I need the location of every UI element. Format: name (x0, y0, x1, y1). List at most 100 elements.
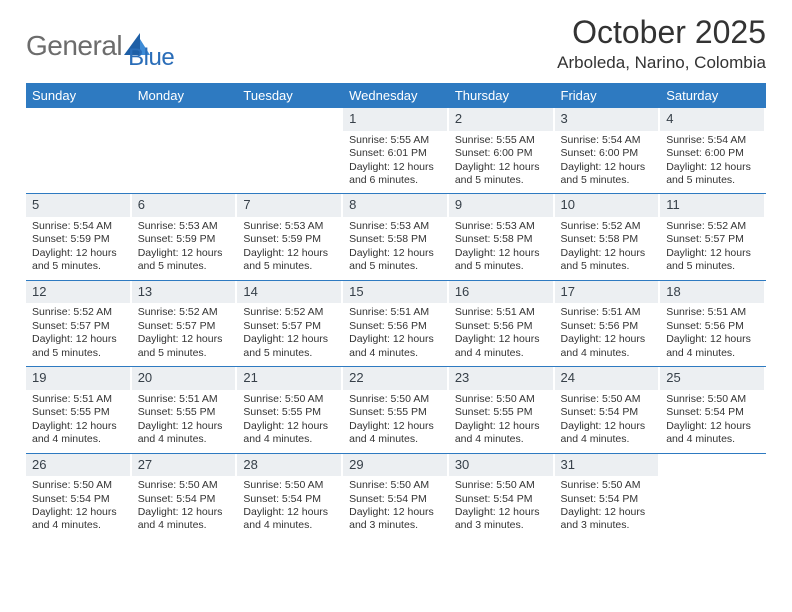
calendar-cell: 14Sunrise: 5:52 AMSunset: 5:57 PMDayligh… (237, 280, 343, 366)
sunset-line: Sunset: 6:00 PM (666, 147, 760, 160)
sunset-line: Sunset: 6:01 PM (349, 147, 443, 160)
day-number: 3 (555, 108, 659, 131)
daylight-line: Daylight: 12 hours and 5 minutes. (243, 333, 337, 360)
day-details: Sunrise: 5:50 AMSunset: 5:54 PMDaylight:… (555, 392, 659, 449)
sunset-line: Sunset: 5:55 PM (243, 406, 337, 419)
sunrise-line: Sunrise: 5:53 AM (349, 220, 443, 233)
day-number: 8 (343, 194, 447, 217)
brand-logo: General Blue (26, 20, 174, 72)
calendar-cell: 28Sunrise: 5:50 AMSunset: 5:54 PMDayligh… (237, 453, 343, 539)
sunrise-line: Sunrise: 5:54 AM (32, 220, 126, 233)
weekday-header: Friday (555, 83, 661, 108)
daylight-line: Daylight: 12 hours and 5 minutes. (349, 247, 443, 274)
daylight-line: Daylight: 12 hours and 4 minutes. (138, 420, 232, 447)
day-number: 10 (555, 194, 659, 217)
day-details: Sunrise: 5:54 AMSunset: 6:00 PMDaylight:… (660, 133, 764, 190)
calendar-cell: 15Sunrise: 5:51 AMSunset: 5:56 PMDayligh… (343, 280, 449, 366)
daylight-line: Daylight: 12 hours and 5 minutes. (32, 333, 126, 360)
daylight-line: Daylight: 12 hours and 5 minutes. (138, 333, 232, 360)
calendar-cell (132, 108, 238, 194)
daylight-line: Daylight: 12 hours and 3 minutes. (349, 506, 443, 533)
daylight-line: Daylight: 12 hours and 4 minutes. (32, 420, 126, 447)
sunset-line: Sunset: 5:56 PM (349, 320, 443, 333)
sunset-line: Sunset: 5:55 PM (138, 406, 232, 419)
day-number: 25 (660, 367, 764, 390)
day-number: 20 (132, 367, 236, 390)
daylight-line: Daylight: 12 hours and 4 minutes. (349, 333, 443, 360)
daylight-line: Daylight: 12 hours and 4 minutes. (666, 333, 760, 360)
sunrise-line: Sunrise: 5:53 AM (243, 220, 337, 233)
daylight-line: Daylight: 12 hours and 4 minutes. (561, 420, 655, 447)
calendar-cell: 4Sunrise: 5:54 AMSunset: 6:00 PMDaylight… (660, 108, 766, 194)
calendar-cell (660, 453, 766, 539)
sunrise-line: Sunrise: 5:52 AM (32, 306, 126, 319)
day-number: 12 (26, 281, 130, 304)
day-details: Sunrise: 5:54 AMSunset: 6:00 PMDaylight:… (555, 133, 659, 190)
sunrise-line: Sunrise: 5:51 AM (349, 306, 443, 319)
sunrise-line: Sunrise: 5:50 AM (455, 479, 549, 492)
calendar-cell: 18Sunrise: 5:51 AMSunset: 5:56 PMDayligh… (660, 280, 766, 366)
calendar-cell: 22Sunrise: 5:50 AMSunset: 5:55 PMDayligh… (343, 367, 449, 453)
day-details: Sunrise: 5:53 AMSunset: 5:58 PMDaylight:… (449, 219, 553, 276)
sunrise-line: Sunrise: 5:51 AM (455, 306, 549, 319)
sunrise-line: Sunrise: 5:50 AM (561, 393, 655, 406)
calendar-cell: 13Sunrise: 5:52 AMSunset: 5:57 PMDayligh… (132, 280, 238, 366)
daylight-line: Daylight: 12 hours and 5 minutes. (455, 161, 549, 188)
sunset-line: Sunset: 5:54 PM (455, 493, 549, 506)
sunset-line: Sunset: 6:00 PM (561, 147, 655, 160)
day-number: 17 (555, 281, 659, 304)
daylight-line: Daylight: 12 hours and 4 minutes. (666, 420, 760, 447)
brand-text-blue: Blue (128, 44, 174, 71)
sunset-line: Sunset: 5:56 PM (666, 320, 760, 333)
day-number: 29 (343, 454, 447, 477)
day-details: Sunrise: 5:54 AMSunset: 5:59 PMDaylight:… (26, 219, 130, 276)
calendar-week-row: 1 Sunrise: 5:55 AM Sunset: 6:01 PM Daylight… (26, 108, 766, 194)
sunset-line: Sunset: 5:59 PM (138, 233, 232, 246)
sunset-line: Sunset: 5:54 PM (349, 493, 443, 506)
day-details: Sunrise: 5:52 AMSunset: 5:57 PMDaylight:… (26, 305, 130, 362)
weekday-header: Wednesday (343, 83, 449, 108)
calendar-cell (26, 108, 132, 194)
sunrise-line: Sunrise: 5:51 AM (666, 306, 760, 319)
sunset-line: Sunset: 5:57 PM (666, 233, 760, 246)
sunset-line: Sunset: 5:55 PM (32, 406, 126, 419)
day-number: 24 (555, 367, 659, 390)
sunset-line: Sunset: 5:57 PM (32, 320, 126, 333)
sunrise-line: Sunrise: 5:50 AM (32, 479, 126, 492)
sunset-line: Sunset: 5:57 PM (138, 320, 232, 333)
calendar-cell: 17Sunrise: 5:51 AMSunset: 5:56 PMDayligh… (555, 280, 661, 366)
day-number: 19 (26, 367, 130, 390)
day-details: Sunrise: 5:52 AMSunset: 5:57 PMDaylight:… (660, 219, 764, 276)
daylight-line: Daylight: 12 hours and 4 minutes. (138, 506, 232, 533)
day-details: Sunrise: 5:51 AMSunset: 5:56 PMDaylight:… (660, 305, 764, 362)
day-number: 2 (449, 108, 553, 131)
weekday-header-row: SundayMondayTuesdayWednesdayThursdayFrid… (26, 83, 766, 108)
sunrise-line: Sunrise: 5:55 AM (455, 134, 549, 147)
day-details: Sunrise: 5:53 AMSunset: 5:58 PMDaylight:… (343, 219, 447, 276)
calendar-cell: 23Sunrise: 5:50 AMSunset: 5:55 PMDayligh… (449, 367, 555, 453)
day-details: Sunrise: 5:50 AMSunset: 5:54 PMDaylight:… (343, 478, 447, 535)
sunrise-line: Sunrise: 5:50 AM (349, 393, 443, 406)
sunrise-line: Sunrise: 5:54 AM (561, 134, 655, 147)
daylight-line: Daylight: 12 hours and 5 minutes. (561, 161, 655, 188)
sunset-line: Sunset: 5:58 PM (561, 233, 655, 246)
calendar-cell: 8Sunrise: 5:53 AMSunset: 5:58 PMDaylight… (343, 194, 449, 280)
day-details: Sunrise: 5:51 AMSunset: 5:55 PMDaylight:… (132, 392, 236, 449)
sunset-line: Sunset: 5:55 PM (455, 406, 549, 419)
day-number: 4 (660, 108, 764, 131)
sunset-line: Sunset: 5:54 PM (32, 493, 126, 506)
sunset-line: Sunset: 5:58 PM (455, 233, 549, 246)
day-number: 1 (343, 108, 447, 131)
sunrise-line: Sunrise: 5:50 AM (666, 393, 760, 406)
day-details: Sunrise: 5:51 AMSunset: 5:55 PMDaylight:… (26, 392, 130, 449)
calendar-week-row: 19Sunrise: 5:51 AMSunset: 5:55 PMDayligh… (26, 367, 766, 453)
sunrise-line: Sunrise: 5:50 AM (138, 479, 232, 492)
day-details: Sunrise: 5:52 AMSunset: 5:57 PMDaylight:… (132, 305, 236, 362)
sunrise-line: Sunrise: 5:50 AM (349, 479, 443, 492)
day-details: Sunrise: 5:50 AMSunset: 5:54 PMDaylight:… (449, 478, 553, 535)
day-number: 13 (132, 281, 236, 304)
sunset-line: Sunset: 5:57 PM (243, 320, 337, 333)
day-details: Sunrise: 5:50 AMSunset: 5:55 PMDaylight:… (343, 392, 447, 449)
daylight-line: Daylight: 12 hours and 5 minutes. (138, 247, 232, 274)
brand-text-gray: General (26, 30, 122, 62)
